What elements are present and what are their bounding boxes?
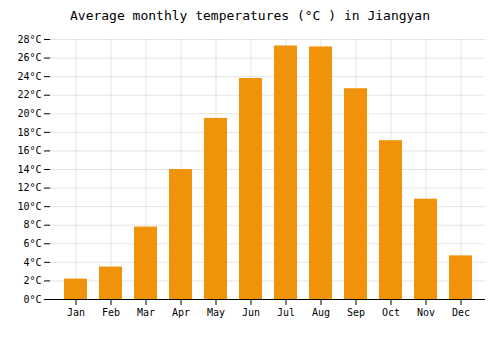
svg-text:Sep: Sep	[347, 307, 365, 318]
svg-text:20°C: 20°C	[17, 108, 41, 119]
svg-text:Jun: Jun	[242, 307, 260, 318]
html-text:Average monthly temperatures (: Average monthly temperatures (°C ) in Ji…	[70, 8, 430, 23]
svg-text:6°C: 6°C	[23, 238, 41, 249]
svg-text:Apr: Apr	[172, 307, 190, 318]
svg-text:28°C: 28°C	[17, 34, 41, 45]
svg-text:26°C: 26°C	[17, 52, 41, 63]
svg-text:Dec: Dec	[452, 307, 470, 318]
svg-text:Oct: Oct	[382, 307, 400, 318]
svg-text:Jul: Jul	[277, 307, 295, 318]
svg-text:8°C: 8°C	[23, 219, 41, 230]
svg-text:24°C: 24°C	[17, 71, 41, 82]
svg-text:10°C: 10°C	[17, 201, 41, 212]
svg-text:18°C: 18°C	[17, 127, 41, 138]
svg-text:Mar: Mar	[137, 307, 155, 318]
svg-text:12°C: 12°C	[17, 182, 41, 193]
svg-text:0°C: 0°C	[23, 294, 41, 305]
svg-text:2°C: 2°C	[23, 275, 41, 286]
svg-text:Feb: Feb	[102, 307, 120, 318]
svg-text:Nov: Nov	[417, 307, 435, 318]
svg-text:May: May	[207, 307, 225, 318]
svg-text:16°C: 16°C	[17, 145, 41, 156]
svg-text:Aug: Aug	[312, 307, 330, 318]
svg-text:22°C: 22°C	[17, 89, 41, 100]
svg-text:4°C: 4°C	[23, 257, 41, 268]
svg-text:14°C: 14°C	[17, 164, 41, 175]
svg-text:Jan: Jan	[67, 307, 85, 318]
